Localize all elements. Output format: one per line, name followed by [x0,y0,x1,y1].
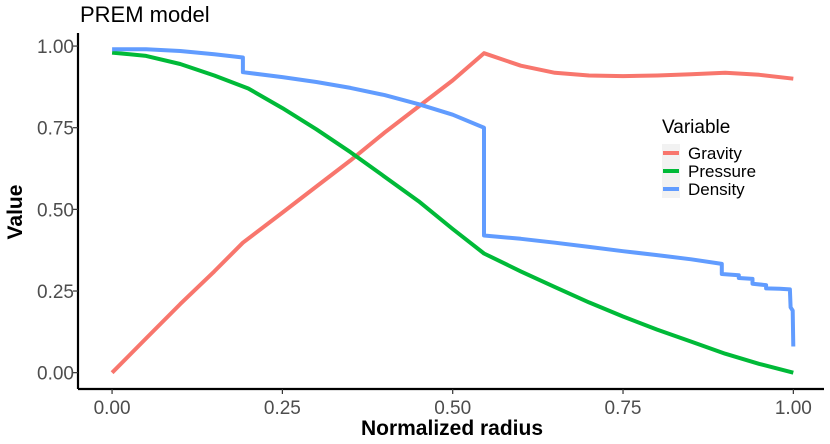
legend-label-pressure: Pressure [688,162,756,181]
series-line-density [112,47,796,347]
axes [76,33,824,391]
x-tick-label: 0.50 [434,398,471,419]
x-axis-title: Normalized radius [361,417,543,440]
plot-title: PREM model [80,2,210,27]
y-tick-label: 0.00 [37,364,74,385]
y-axis-title: Value [4,185,27,240]
legend-label-density: Density [688,180,745,199]
tick-marks: 0.00 0.25 0.50 0.75 1.00 0.00 0.25 0.50 0.75 1.00 [37,37,812,419]
x-tick-label: 1.00 [775,398,812,419]
y-tick-label: 0.50 [37,200,74,221]
plot-background [78,33,824,389]
x-tick-label: 0.75 [605,398,642,419]
legend-label-gravity: Gravity [688,144,742,163]
x-tick-label: 0.00 [94,398,131,419]
series-line-gravity [110,51,794,375]
y-tick-label: 1.00 [37,37,74,58]
y-tick-label: 0.25 [37,282,74,303]
series-line-pressure [111,50,794,375]
x-tick-label: 0.25 [264,398,301,419]
legend-title: Variable [662,117,730,138]
data-lines [110,47,796,375]
y-tick-label: 0.75 [37,119,74,140]
